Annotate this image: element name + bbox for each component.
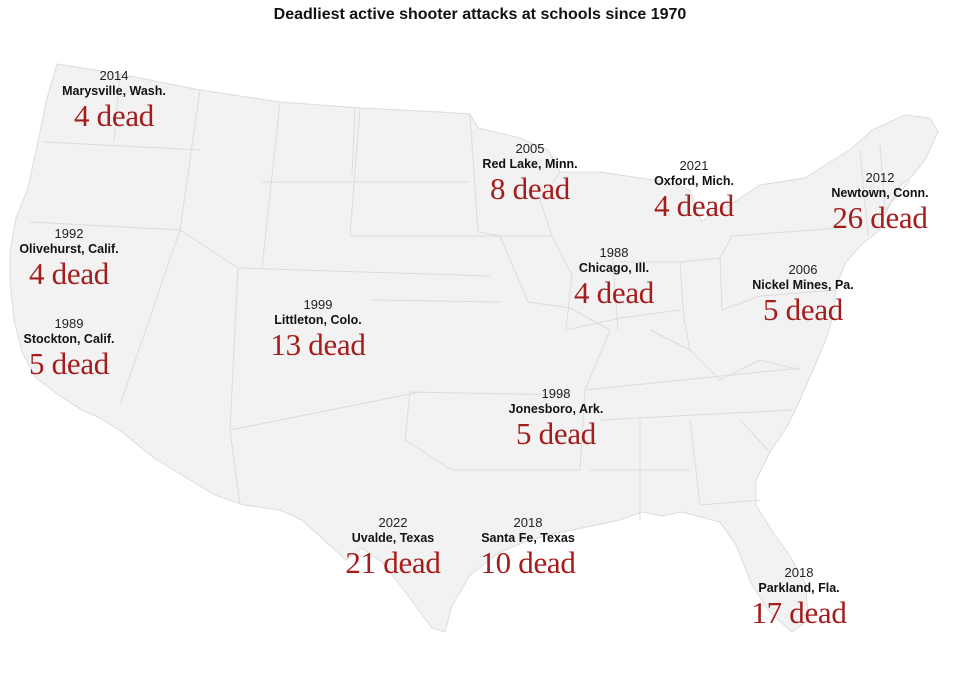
attack-year: 1992 bbox=[54, 226, 84, 241]
attack-location: Chicago, Ill. bbox=[578, 261, 650, 275]
attack-label: 2018 Parkland, Fla. 17 dead bbox=[699, 566, 899, 628]
attack-location: Jonesboro, Ark. bbox=[508, 402, 604, 416]
attack-location: Olivehurst, Calif. bbox=[19, 242, 119, 256]
attack-location: Santa Fe, Texas bbox=[481, 531, 575, 545]
attack-label: 2014 Marysville, Wash. 4 dead bbox=[14, 69, 214, 131]
attack-year: 2021 bbox=[679, 158, 709, 173]
death-count: 4 dead bbox=[29, 255, 109, 291]
attack-location: Littleton, Colo. bbox=[274, 313, 362, 327]
attack-location: Red Lake, Minn. bbox=[482, 157, 578, 171]
death-count: 26 dead bbox=[832, 199, 928, 235]
attack-label: 2022 Uvalde, Texas 21 dead bbox=[293, 516, 493, 578]
attack-location: Marysville, Wash. bbox=[62, 84, 166, 98]
attack-location: Stockton, Calif. bbox=[23, 332, 115, 346]
attack-label: 1989 Stockton, Calif. 5 dead bbox=[0, 317, 169, 379]
attack-year: 2022 bbox=[378, 515, 408, 530]
attack-label: 1992 Olivehurst, Calif. 4 dead bbox=[0, 227, 169, 289]
death-count: 21 dead bbox=[345, 544, 441, 580]
attack-year: 1999 bbox=[303, 297, 333, 312]
attack-year: 1988 bbox=[599, 245, 629, 260]
attack-location: Nickel Mines, Pa. bbox=[752, 278, 854, 292]
attack-label: 2018 Santa Fe, Texas 10 dead bbox=[428, 516, 628, 578]
attack-year: 2018 bbox=[784, 565, 814, 580]
death-count: 8 dead bbox=[490, 170, 570, 206]
attack-label: 2006 Nickel Mines, Pa. 5 dead bbox=[703, 263, 903, 325]
attack-year: 2012 bbox=[865, 170, 895, 185]
attack-year: 2005 bbox=[515, 141, 545, 156]
contiguous-us-landmass bbox=[9, 63, 939, 633]
attack-label: 1998 Jonesboro, Ark. 5 dead bbox=[456, 387, 656, 449]
death-count: 4 dead bbox=[74, 97, 154, 133]
attack-label: 1999 Littleton, Colo. 13 dead bbox=[218, 298, 418, 360]
death-count: 4 dead bbox=[574, 274, 654, 310]
death-count: 13 dead bbox=[270, 326, 366, 362]
death-count: 5 dead bbox=[763, 291, 843, 327]
death-count: 17 dead bbox=[751, 594, 847, 630]
attack-year: 1998 bbox=[541, 386, 571, 401]
attack-location: Oxford, Mich. bbox=[654, 174, 734, 188]
attack-label: 2005 Red Lake, Minn. 8 dead bbox=[430, 142, 630, 204]
attack-location: Newtown, Conn. bbox=[831, 186, 929, 200]
attack-location: Uvalde, Texas bbox=[351, 531, 435, 545]
state-borders bbox=[29, 73, 911, 520]
attack-label: 2021 Oxford, Mich. 4 dead bbox=[594, 159, 794, 221]
attack-year: 2014 bbox=[99, 68, 129, 83]
attack-year: 1989 bbox=[54, 316, 84, 331]
attack-year: 2006 bbox=[788, 262, 818, 277]
death-count: 4 dead bbox=[654, 187, 734, 223]
attack-label: 1988 Chicago, Ill. 4 dead bbox=[514, 246, 714, 308]
attack-label: 2012 Newtown, Conn. 26 dead bbox=[780, 171, 960, 233]
death-count: 5 dead bbox=[516, 415, 596, 451]
attack-year: 2018 bbox=[513, 515, 543, 530]
map-title: Deadliest active shooter attacks at scho… bbox=[273, 6, 687, 23]
attack-location: Parkland, Fla. bbox=[758, 581, 840, 595]
death-count: 5 dead bbox=[29, 345, 109, 381]
death-count: 10 dead bbox=[480, 544, 576, 580]
